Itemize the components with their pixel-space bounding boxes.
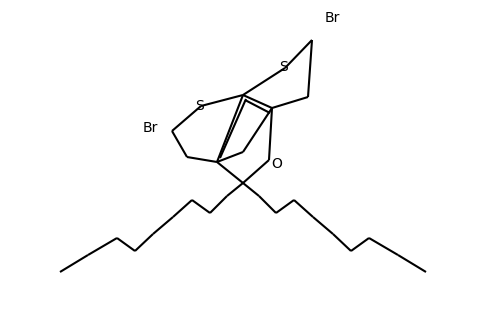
Text: Br: Br (142, 121, 157, 135)
Text: Br: Br (324, 11, 340, 25)
Text: S: S (194, 99, 203, 113)
Text: S: S (278, 60, 287, 74)
Text: O: O (272, 157, 282, 171)
